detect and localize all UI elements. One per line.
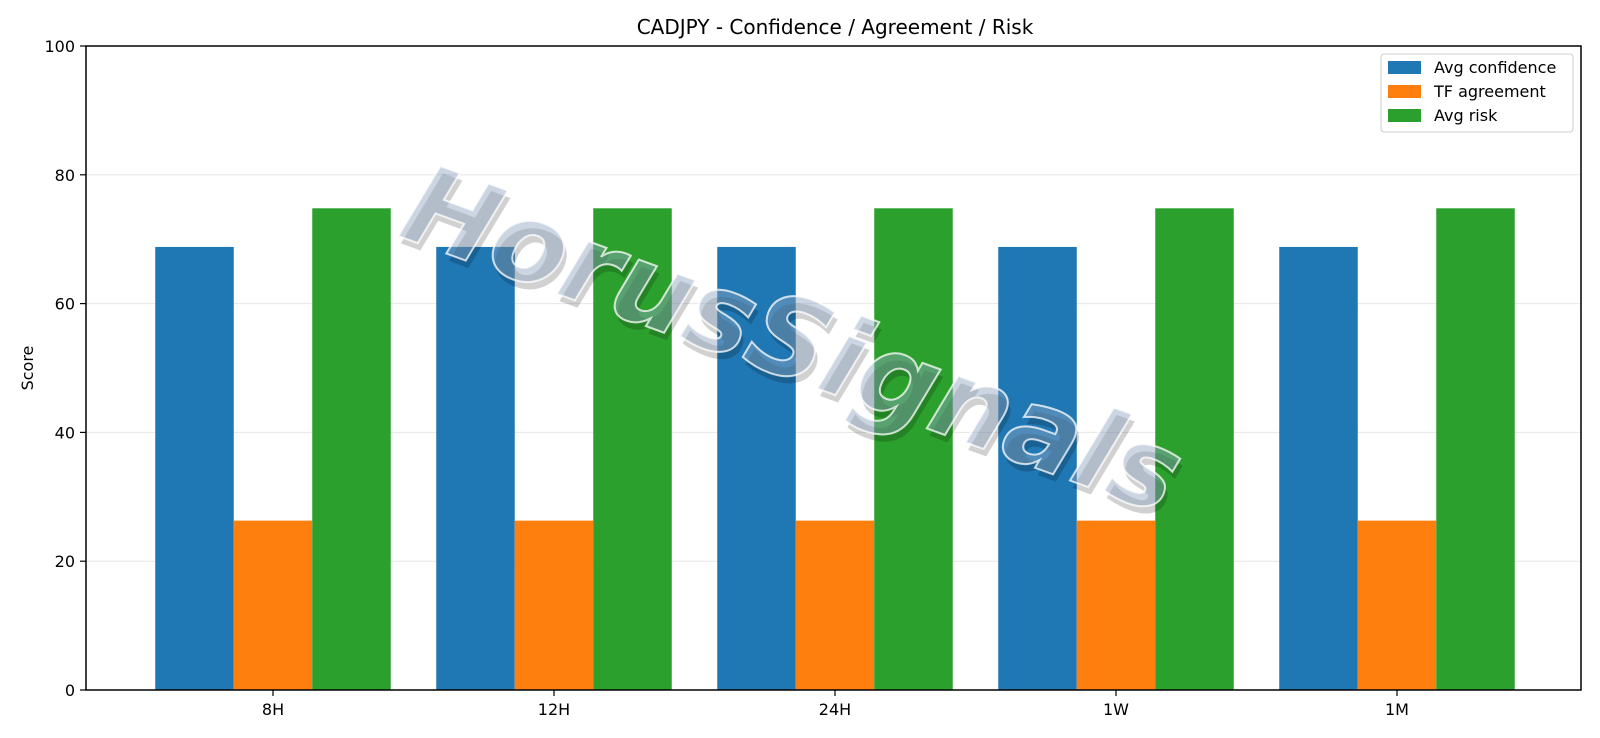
legend-label: Avg risk — [1434, 106, 1498, 125]
x-tick-label: 1W — [1103, 700, 1129, 719]
x-tick-label: 1M — [1385, 700, 1409, 719]
legend-swatch — [1388, 109, 1421, 122]
bar — [1279, 246, 1358, 691]
y-tick-label: 0 — [65, 681, 75, 700]
bar — [874, 208, 953, 690]
bar — [593, 208, 672, 690]
bar — [795, 520, 875, 690]
bar — [1155, 208, 1234, 690]
bar — [312, 208, 391, 690]
bar — [1436, 208, 1515, 690]
y-tick-label: 60 — [55, 295, 75, 314]
legend-swatch — [1388, 61, 1421, 74]
bar — [514, 520, 594, 690]
y-tick-label: 20 — [55, 552, 75, 571]
legend-label: Avg confidence — [1434, 58, 1556, 77]
bar — [1076, 520, 1156, 690]
y-tick-label: 40 — [55, 423, 75, 442]
legend-label: TF agreement — [1433, 82, 1546, 101]
y-tick-label: 80 — [55, 166, 75, 185]
bar — [1357, 520, 1437, 690]
bars — [155, 208, 1515, 691]
legend: Avg confidence TF agreement Avg risk — [1380, 53, 1574, 133]
legend-swatch — [1388, 85, 1421, 98]
x-tick-label: 12H — [538, 700, 570, 719]
bar — [155, 246, 234, 691]
bar — [717, 246, 796, 691]
bar — [436, 246, 515, 691]
x-tick-label: 24H — [819, 700, 851, 719]
chart-title: CADJPY - Confidence / Agreement / Risk — [637, 15, 1034, 39]
y-axis-label: Score — [18, 346, 37, 391]
y-tick-label: 100 — [44, 37, 75, 56]
bar — [998, 246, 1077, 691]
legend-frame — [1380, 53, 1574, 133]
plot-frame — [85, 45, 1582, 691]
x-axis: 8H 12H 24H 1W 1M — [262, 690, 1409, 719]
y-axis: 0 20 40 60 80 100 — [44, 37, 86, 700]
x-tick-label: 8H — [262, 700, 284, 719]
bar — [233, 520, 313, 690]
